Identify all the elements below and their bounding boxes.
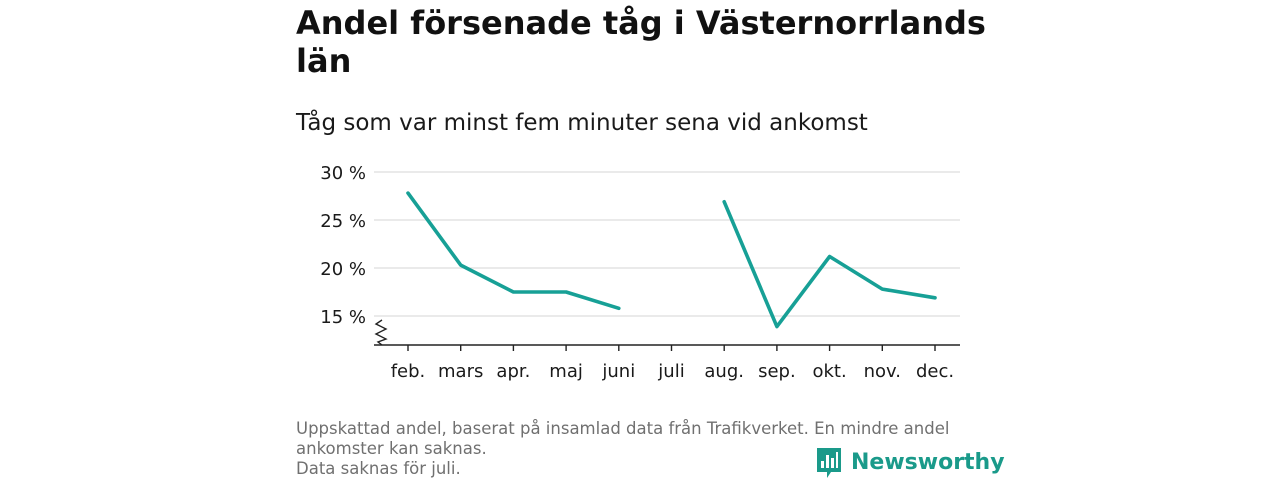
x-tick-label: okt. bbox=[812, 361, 846, 382]
footnote: Uppskattad andel, baserat på insamlad da… bbox=[296, 419, 996, 479]
x-tick-label: aug. bbox=[704, 361, 744, 382]
chart-subtitle: Tåg som var minst fem minuter sena vid a… bbox=[296, 110, 868, 136]
y-tick-label: 20 % bbox=[320, 259, 366, 280]
chart-title: Andel försenade tåg i Västernorrlands lä… bbox=[296, 4, 986, 80]
x-tick-label: dec. bbox=[916, 361, 954, 382]
bar-chart-speech-bubble-icon bbox=[817, 448, 841, 478]
y-tick-label: 30 % bbox=[320, 163, 366, 184]
x-tick-label: feb. bbox=[391, 361, 426, 382]
x-tick-label: nov. bbox=[864, 361, 901, 382]
x-tick-label: apr. bbox=[496, 361, 530, 382]
series-line bbox=[406, 191, 621, 311]
x-tick-label: juli bbox=[657, 361, 684, 382]
x-tick-label: maj bbox=[549, 361, 583, 382]
brand-logo: Newsworthy bbox=[815, 446, 1005, 480]
brand-name: Newsworthy bbox=[851, 450, 1005, 475]
series-line bbox=[722, 200, 937, 329]
x-tick-label: juni bbox=[601, 361, 635, 382]
tick-labels: 15 % 20 % 25 % 30 % feb. mars apr. maj juni juli a… bbox=[320, 163, 954, 382]
axes bbox=[374, 319, 960, 351]
gridlines bbox=[374, 171, 960, 317]
axis-break-mark bbox=[374, 319, 388, 346]
series-lines bbox=[406, 191, 937, 329]
y-tick-label: 15 % bbox=[320, 307, 366, 328]
footnote-line: Uppskattad andel, baserat på insamlad da… bbox=[296, 419, 950, 458]
x-tick-label: mars bbox=[438, 361, 483, 382]
footnote-line: Data saknas för juli. bbox=[296, 459, 461, 478]
y-tick-label: 25 % bbox=[320, 211, 366, 232]
x-tick-label: sep. bbox=[758, 361, 796, 382]
